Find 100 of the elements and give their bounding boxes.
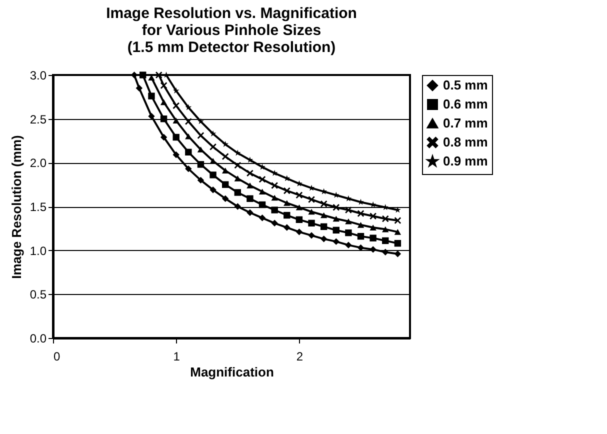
point <box>382 215 389 222</box>
point <box>234 150 241 156</box>
text: Image Resolution vs. Magnification <box>106 5 357 22</box>
point <box>185 118 192 125</box>
point <box>234 189 242 196</box>
point <box>160 82 168 89</box>
point <box>210 186 216 194</box>
point <box>308 220 315 227</box>
point <box>332 226 340 234</box>
y-tick-label: 3.0 <box>30 68 47 82</box>
point <box>284 175 290 182</box>
text: (1.5 mm Detector Resolution) <box>127 39 336 56</box>
point <box>210 144 216 150</box>
point <box>246 156 254 163</box>
point <box>394 229 402 235</box>
point <box>246 209 254 216</box>
point <box>357 210 364 217</box>
point <box>320 188 328 194</box>
point <box>140 72 146 78</box>
point <box>345 206 352 214</box>
point <box>284 212 290 219</box>
point <box>185 104 192 110</box>
point <box>222 181 229 188</box>
point <box>172 134 180 141</box>
point <box>320 200 328 208</box>
point <box>148 92 155 100</box>
point <box>394 240 402 247</box>
legend-label: 0.7 mm <box>443 116 488 130</box>
point <box>382 204 389 210</box>
legend-label: 0.9 mm <box>443 154 488 168</box>
point <box>258 176 266 183</box>
point <box>284 200 290 206</box>
point <box>246 170 254 177</box>
point <box>160 115 168 122</box>
point <box>197 161 204 168</box>
point <box>210 172 216 178</box>
y-tick-label: 1.5 <box>30 200 47 214</box>
point <box>296 216 303 224</box>
x-tick-label: 1 <box>173 350 180 364</box>
point <box>259 164 266 170</box>
x-axis-title: Magnification <box>190 364 274 380</box>
point <box>284 187 290 194</box>
point <box>370 246 376 253</box>
point <box>357 222 364 228</box>
point <box>222 195 229 202</box>
point <box>370 224 376 230</box>
point <box>345 229 352 236</box>
point <box>382 226 389 232</box>
point <box>185 133 192 140</box>
point <box>284 224 290 231</box>
point <box>172 102 180 110</box>
point <box>156 72 162 78</box>
point <box>345 218 352 224</box>
y-tick-label: 2.0 <box>30 156 47 170</box>
point <box>332 238 340 245</box>
point <box>197 132 204 139</box>
point <box>320 212 328 218</box>
point <box>308 208 315 215</box>
point <box>222 168 229 174</box>
point <box>197 176 204 184</box>
point <box>185 148 192 156</box>
point <box>296 228 303 236</box>
x-tick-label: 0 <box>54 350 60 364</box>
point <box>172 151 180 158</box>
point <box>271 182 278 189</box>
y-tick-label: 0.5 <box>30 288 47 302</box>
point <box>357 232 364 240</box>
point <box>172 118 180 124</box>
point <box>172 87 180 94</box>
point <box>320 236 328 242</box>
legend-label: 0.8 mm <box>443 134 488 150</box>
y-tick-label: 2.5 <box>30 112 47 126</box>
point <box>222 140 229 147</box>
point <box>394 217 402 224</box>
point <box>258 201 266 208</box>
legend-label: 0.5 mm <box>443 78 488 92</box>
point <box>320 223 328 230</box>
point <box>296 204 303 210</box>
point <box>271 220 278 227</box>
legend-label: 0.6 mm <box>443 96 488 112</box>
point <box>148 112 155 120</box>
point <box>308 196 315 203</box>
point <box>258 188 266 194</box>
y-tick-label: 0.0 <box>30 332 47 346</box>
text: for Various Pinhole Sizes <box>142 22 322 39</box>
y-axis-title: Image Resolution (mm) <box>8 135 24 279</box>
point <box>382 237 389 244</box>
point <box>234 203 242 210</box>
point <box>246 195 254 202</box>
point <box>370 212 376 220</box>
point <box>394 250 402 258</box>
x-tick-label: 2 <box>296 350 304 364</box>
point <box>271 206 278 214</box>
point <box>345 242 352 248</box>
point <box>160 134 168 141</box>
y-tick-label: 1.0 <box>30 244 47 258</box>
point <box>197 146 204 152</box>
point <box>332 204 340 211</box>
point <box>234 162 242 169</box>
point <box>370 234 376 242</box>
